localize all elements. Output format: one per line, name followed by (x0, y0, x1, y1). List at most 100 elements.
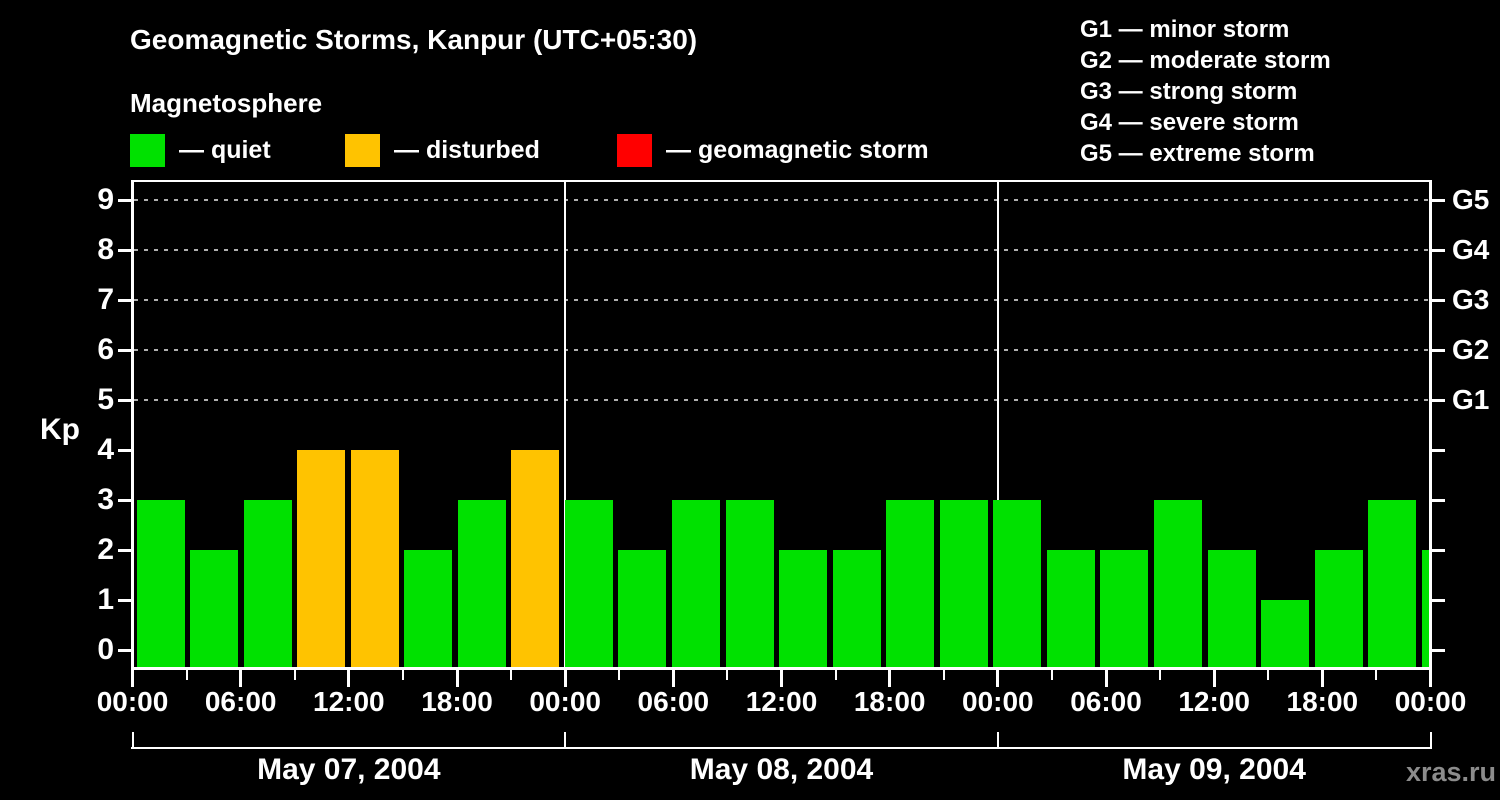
y-tick-label: 9 (97, 183, 114, 216)
x-tick-label: 00:00 (96, 686, 169, 717)
x-tick (618, 670, 621, 680)
x-tick-label: 12:00 (1178, 686, 1250, 717)
y-tick (118, 298, 131, 302)
kp-bar (1261, 600, 1310, 667)
kp-bar (1314, 550, 1363, 667)
y-tick (118, 498, 131, 502)
kp-bar (1368, 500, 1417, 667)
x-tick (726, 670, 729, 680)
y-tick (118, 248, 131, 252)
x-tick (1267, 670, 1270, 680)
y-tick-label: 2 (97, 533, 114, 566)
x-tick (1050, 670, 1053, 680)
x-tick (996, 670, 1000, 687)
right-tick (1432, 348, 1445, 352)
x-tick (1429, 670, 1432, 687)
g-level-label: G3 (1452, 284, 1490, 315)
y-tick-label: 1 (97, 583, 114, 616)
g-level-label: G5 (1452, 184, 1490, 215)
y-tick-label: 8 (97, 233, 114, 266)
x-tick (1212, 670, 1216, 687)
legend-swatch-quiet (130, 134, 165, 167)
storm-scale-legend: G1 — minor storm G2 — moderate storm G3 — … (1080, 14, 1331, 169)
x-tick (131, 670, 134, 687)
right-tick (1432, 498, 1445, 502)
legend-swatch-disturbed (345, 134, 380, 167)
kp-bar (136, 500, 185, 667)
x-tick (1320, 670, 1324, 687)
x-tick-label: 00:00 (962, 686, 1034, 717)
kp-bar (350, 450, 399, 667)
g-level-label: G2 (1452, 334, 1490, 365)
bracket-tick (131, 732, 134, 749)
x-tick-label: 18:00 (853, 686, 926, 717)
storm-scale-item: G3 — strong storm (1080, 78, 1298, 105)
right-tick (1432, 548, 1445, 552)
legend-swatch-storm (617, 134, 652, 167)
x-tick-label: 00:00 (1394, 686, 1467, 717)
x-tick (347, 670, 351, 687)
chart-subtitle: Magnetosphere (130, 88, 323, 118)
x-tick (1159, 670, 1162, 680)
kp-bar (886, 500, 935, 667)
right-tick (1432, 398, 1445, 402)
x-tick-label: 06:00 (1070, 686, 1142, 717)
day-divider (996, 182, 999, 667)
plot-area (131, 180, 1432, 670)
storm-scale-item: G2 — moderate storm (1080, 47, 1331, 74)
kp-bar (672, 500, 720, 667)
g-level-label: G1 (1452, 384, 1490, 415)
date-bracket (131, 747, 1432, 749)
kp-bar (297, 450, 346, 667)
kp-bar (939, 500, 988, 667)
y-tick (118, 598, 131, 602)
kp-bar (832, 550, 881, 667)
gridline-kp6 (134, 349, 1429, 351)
x-tick (185, 670, 188, 680)
x-tick (563, 670, 567, 687)
x-tick (401, 670, 404, 680)
legend-item: — quiet (130, 134, 271, 167)
x-tick-label: 12:00 (745, 686, 818, 717)
kp-bar (1153, 500, 1202, 667)
y-tick-label: 0 (97, 633, 114, 666)
x-tick (834, 670, 837, 680)
right-tick (1432, 298, 1445, 302)
y-tick (118, 198, 131, 202)
day-divider (564, 182, 567, 667)
kp-bar (190, 550, 239, 667)
kp-bar (618, 550, 667, 667)
x-tick (1104, 670, 1108, 687)
y-axis-title: Kp (40, 413, 80, 446)
y-tick (118, 398, 131, 402)
x-tick (780, 670, 783, 687)
kp-bar (457, 500, 506, 667)
bracket-tick (1429, 732, 1432, 749)
storm-scale-item: G1 — minor storm (1080, 16, 1290, 43)
g-level-label: G4 (1452, 234, 1490, 265)
y-tick-label: 4 (97, 433, 114, 466)
kp-bar (1100, 550, 1149, 667)
y-tick (118, 348, 131, 352)
kp-bar (1207, 550, 1256, 667)
x-tick (293, 670, 296, 680)
kp-bar (511, 450, 560, 667)
legend-label: — geomagnetic storm (666, 136, 929, 164)
chart-title: Geomagnetic Storms, Kanpur (UTC+05:30) (130, 24, 698, 55)
date-label: May 07, 2004 (257, 753, 441, 786)
right-tick (1432, 198, 1445, 202)
legend-item: — geomagnetic storm (617, 134, 929, 167)
kp-bar (243, 500, 292, 667)
y-tick-label: 3 (97, 483, 114, 516)
legend-label: — disturbed (394, 136, 540, 164)
kp-bar (779, 550, 828, 667)
kp-bar (564, 500, 613, 667)
y-tick (118, 548, 131, 552)
right-tick (1432, 448, 1445, 452)
date-label: May 08, 2004 (689, 753, 874, 786)
x-tick (888, 670, 892, 687)
legend-item: — disturbed (345, 134, 540, 167)
gridline-kp5 (134, 399, 1429, 401)
gridline-kp9 (134, 199, 1429, 201)
